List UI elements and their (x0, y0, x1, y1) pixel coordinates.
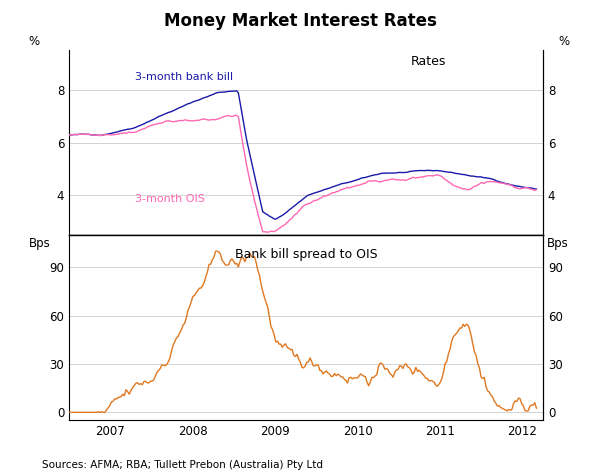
Text: Bank bill spread to OIS: Bank bill spread to OIS (235, 248, 377, 261)
Text: %: % (29, 35, 40, 48)
Text: 3-month OIS: 3-month OIS (136, 194, 205, 204)
Text: 3-month bank bill: 3-month bank bill (136, 72, 233, 82)
Text: Bps: Bps (547, 237, 569, 250)
Text: Bps: Bps (29, 237, 50, 250)
Text: Sources: AFMA; RBA; Tullett Prebon (Australia) Pty Ltd: Sources: AFMA; RBA; Tullett Prebon (Aust… (42, 460, 323, 470)
Text: %: % (558, 35, 569, 48)
Text: Rates: Rates (410, 56, 446, 68)
Text: Money Market Interest Rates: Money Market Interest Rates (164, 12, 436, 30)
